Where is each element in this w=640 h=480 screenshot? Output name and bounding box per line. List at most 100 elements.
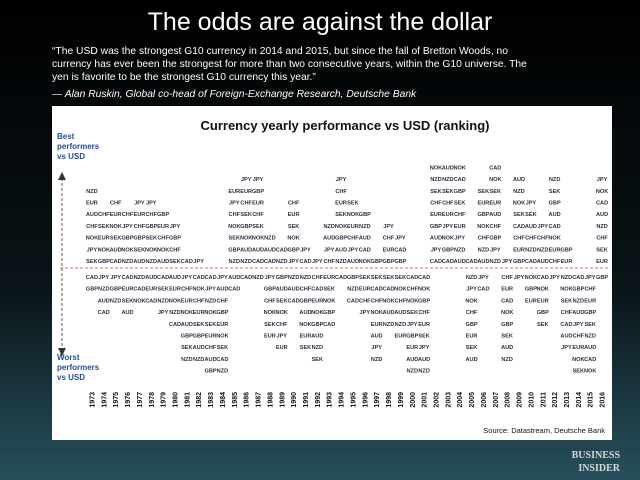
currency-code: GBP <box>418 298 430 304</box>
currency-code: NOK <box>169 298 181 304</box>
currency-code: GBP <box>276 275 288 281</box>
currency-code: SEK <box>359 275 371 281</box>
currency-code: SEK <box>240 212 252 218</box>
currency-code: CAD <box>228 287 240 293</box>
currency-code: CAD <box>525 259 537 265</box>
year-label: 1976 <box>125 392 132 408</box>
currency-code: AUD <box>98 298 110 304</box>
currency-code: NOK <box>299 322 311 328</box>
currency-code: CAD <box>98 310 110 316</box>
currency-code: EUR <box>549 247 561 253</box>
currency-code: NOK <box>572 357 584 363</box>
currency-code: JPY <box>241 177 252 183</box>
currency-code: CHF <box>596 236 608 242</box>
currency-code: CHF <box>323 259 335 265</box>
currency-code: SEK <box>122 298 134 304</box>
currency-code: SEK <box>252 224 264 230</box>
currency-code: EUR <box>276 345 288 351</box>
currency-code: NOK <box>109 224 121 230</box>
currency-code: AUD <box>228 275 240 281</box>
currency-code: SEK <box>596 247 608 253</box>
currency-code: JPY <box>549 275 560 281</box>
currency-code: JPY <box>265 275 276 281</box>
currency-code: NZD <box>98 287 110 293</box>
year-label: 1982 <box>196 392 203 408</box>
currency-code: CAD <box>359 247 371 253</box>
currency-code: CHF <box>86 224 98 230</box>
currency-code: NOK <box>264 310 276 316</box>
currency-code: JPY <box>478 275 489 281</box>
currency-code: CHF <box>347 236 359 242</box>
year-label: 2008 <box>505 392 512 408</box>
year-label: 2005 <box>469 392 476 408</box>
currency-code: SEK <box>110 236 122 242</box>
currency-code: SEK <box>371 275 383 281</box>
currency-code: EUR <box>181 298 193 304</box>
currency-code: NZD <box>407 369 419 375</box>
year-label: 1979 <box>161 392 168 408</box>
currency-code: GBP <box>596 275 608 281</box>
currency-code: NOK <box>465 298 477 304</box>
currency-code: SEK <box>490 189 502 195</box>
currency-code: AUD <box>181 322 193 328</box>
year-label: 2015 <box>588 392 595 408</box>
currency-code: NOK <box>204 310 216 316</box>
currency-code: CHF <box>537 236 549 242</box>
currency-code: CHF <box>383 236 395 242</box>
year-label: 1984 <box>220 392 227 408</box>
currency-code: JPY <box>537 224 548 230</box>
currency-code: GBP <box>86 287 98 293</box>
currency-code: NOK <box>477 224 489 230</box>
currency-code: CAD <box>371 287 383 293</box>
figure-panel <box>52 106 612 440</box>
currency-code: NZD <box>513 189 525 195</box>
currency-code: NZD <box>454 247 466 253</box>
currency-code: GBP <box>98 259 110 265</box>
year-label: 2002 <box>433 392 440 408</box>
year-label: 1996 <box>362 392 369 408</box>
currency-code: SEK <box>181 345 193 351</box>
currency-code: CAD <box>157 275 169 281</box>
currency-code: CHF <box>181 287 193 293</box>
currency-code: CHF <box>146 212 158 218</box>
quote-line: currency has ever been the strongest for… <box>52 59 527 70</box>
currency-code: CAD <box>240 275 252 281</box>
currency-code: SEK <box>264 322 276 328</box>
currency-code: CAD <box>252 259 264 265</box>
currency-code: JPY <box>134 201 145 207</box>
currency-code: JPY <box>443 224 454 230</box>
currency-code: EUR <box>110 212 122 218</box>
currency-code: JPY <box>585 275 596 281</box>
currency-code: SEK <box>573 369 585 375</box>
currency-code: CAD <box>276 247 288 253</box>
currency-code: CAD <box>145 298 157 304</box>
currency-code: GBP <box>466 322 478 328</box>
currency-code: CAD <box>86 275 98 281</box>
currency-code: GBP <box>525 287 537 293</box>
currency-code: CHF <box>134 224 146 230</box>
currency-code: NZD <box>312 345 324 351</box>
currency-code: SEK <box>169 259 181 265</box>
currency-code: NZD <box>323 224 335 230</box>
currency-code: NOK <box>133 298 145 304</box>
currency-code: NZD <box>229 259 241 265</box>
year-label: 2014 <box>576 392 583 408</box>
currency-code: SEK <box>549 189 561 195</box>
currency-code: AUD <box>359 236 371 242</box>
currency-code: EUR <box>501 287 513 293</box>
currency-code: NOK <box>596 189 608 195</box>
currency-code: SEK <box>205 322 217 328</box>
currency-code: CAD <box>193 275 205 281</box>
logo-line1: BUSINESS <box>572 450 621 461</box>
currency-code: AUD <box>299 310 311 316</box>
currency-code: SEK <box>157 287 169 293</box>
currency-code: NOK <box>489 177 501 183</box>
currency-code: SEK <box>513 212 525 218</box>
currency-code: SEK <box>537 322 549 328</box>
currency-code: NZD <box>276 259 288 265</box>
currency-code: JPY <box>122 224 133 230</box>
currency-code: GBP <box>477 212 489 218</box>
year-label: 1992 <box>315 392 322 408</box>
currency-code: AUD <box>335 247 347 253</box>
